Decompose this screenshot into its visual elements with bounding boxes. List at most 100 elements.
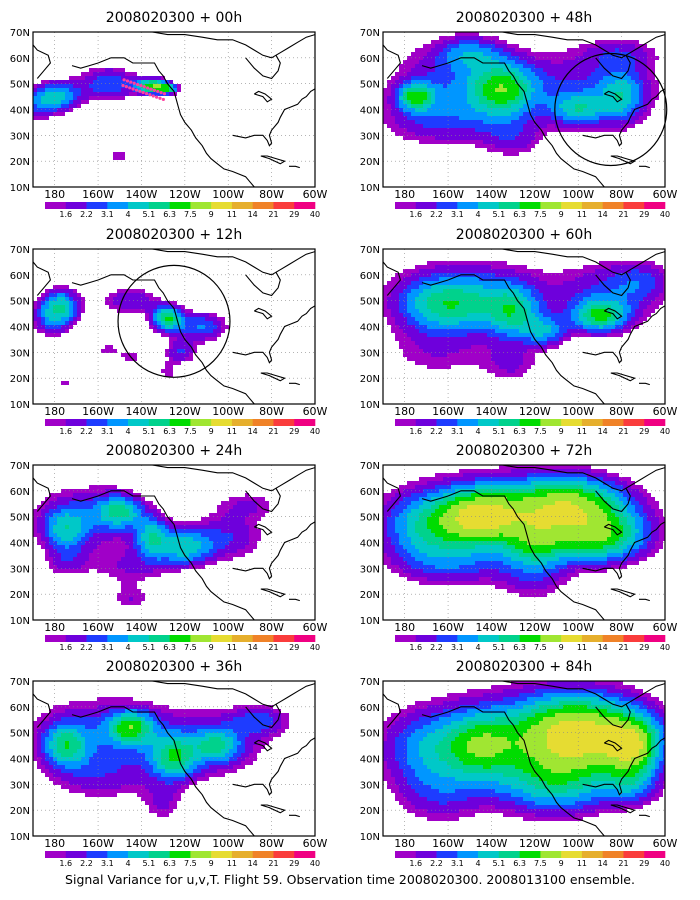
lat-tick-label: 30N	[10, 348, 30, 359]
colorbar-swatch	[602, 635, 624, 642]
map-panel-6: 2008020300 + 72h 70N 60N 50N 40N 30N 20N 10N 180…	[360, 443, 678, 652]
colorbar-swatch	[602, 851, 624, 858]
lon-tick-label: 60W	[653, 405, 678, 418]
colorbar-label: 4	[126, 210, 131, 219]
colorbar-label: 6.3	[163, 859, 176, 868]
colorbar-label: 6.3	[163, 643, 176, 652]
lat-tick-label: 40N	[360, 323, 380, 334]
colorbar: 1.6 2.2 3.1 4 5.1 6.3 7.5 9 11 14 21 29 40	[395, 419, 670, 436]
colorbar-swatch	[561, 635, 583, 642]
panel-title: 2008020300 + 60h	[456, 227, 592, 243]
lon-tick-label: 80W	[609, 837, 634, 850]
colorbar-label: 40	[310, 643, 320, 652]
lon-tick-label: 80W	[259, 837, 284, 850]
colorbar-swatch	[45, 202, 67, 209]
colorbar: 1.6 2.2 3.1 4 5.1 6.3 7.5 9 11 14 21 29 40	[395, 635, 670, 652]
colorbar-swatch	[540, 419, 562, 426]
colorbar-swatch	[581, 202, 603, 209]
colorbar-swatch	[644, 635, 666, 642]
colorbar-label: 4	[126, 859, 131, 868]
colorbar-label: 11	[227, 210, 237, 219]
coastlines	[383, 681, 665, 836]
colorbar-swatch	[623, 851, 645, 858]
lat-tick-label: 70N	[10, 461, 30, 472]
colorbar-label: 7.5	[184, 427, 197, 436]
colorbar-swatch	[65, 635, 87, 642]
colorbar-swatch	[45, 635, 67, 642]
lat-tick-label: 10N	[10, 400, 30, 411]
lon-tick-label: 80W	[609, 405, 634, 418]
lat-tick-label: 70N	[360, 245, 380, 256]
lon-tick-label: 100W	[562, 405, 594, 418]
colorbar-label: 5.1	[142, 643, 155, 652]
colorbar-label: 29	[289, 427, 299, 436]
lat-tick-label: 20N	[360, 374, 380, 385]
colorbar-swatch	[211, 202, 233, 209]
lon-tick-label: 180	[394, 405, 415, 418]
colorbar: 1.6 2.2 3.1 4 5.1 6.3 7.5 9 11 14 21 29 40	[395, 851, 670, 868]
lon-tick-label: 160W	[432, 621, 464, 634]
colorbar-label: 40	[310, 427, 320, 436]
lon-tick-label: 100W	[212, 405, 244, 418]
colorbar-label: 7.5	[184, 643, 197, 652]
colorbar-label: 3.1	[101, 643, 114, 652]
colorbar-swatch	[231, 202, 253, 209]
colorbar-swatch	[128, 851, 150, 858]
lat-tick-label: 40N	[10, 106, 30, 117]
colorbar-swatch	[478, 202, 500, 209]
colorbar-swatch	[86, 851, 108, 858]
lon-tick-label: 160W	[432, 837, 464, 850]
colorbar-label: 5.1	[142, 859, 155, 868]
colorbar-swatch	[45, 419, 67, 426]
colorbar-label: 14	[598, 859, 608, 868]
colorbar: 1.6 2.2 3.1 4 5.1 6.3 7.5 9 11 14 21 29 40	[45, 202, 320, 219]
colorbar-label: 40	[660, 210, 670, 219]
lat-tick-label: 10N	[10, 183, 30, 194]
panel-title: 2008020300 + 12h	[106, 227, 242, 243]
lon-tick-label: 60W	[303, 188, 328, 201]
lat-tick-label: 40N	[360, 755, 380, 766]
colorbar-swatch	[107, 635, 129, 642]
colorbar-label: 11	[577, 427, 587, 436]
colorbar-label: 2.2	[430, 210, 443, 219]
colorbar-label: 6.3	[513, 859, 526, 868]
lon-tick-label: 140W	[476, 188, 508, 201]
colorbar-label: 5.1	[492, 210, 505, 219]
lon-tick-label: 180	[44, 405, 65, 418]
lon-tick-label: 80W	[609, 188, 634, 201]
lat-tick-label: 50N	[10, 513, 30, 524]
colorbar-swatch	[294, 851, 316, 858]
lat-tick-label: 10N	[360, 400, 380, 411]
lat-tick-label: 10N	[360, 183, 380, 194]
colorbar-swatch	[644, 851, 666, 858]
lat-tick-label: 20N	[10, 157, 30, 168]
lat-tick-label: 70N	[10, 677, 30, 688]
lat-tick-label: 20N	[360, 590, 380, 601]
lat-tick-label: 60N	[10, 54, 30, 65]
panel-title: 2008020300 + 72h	[456, 443, 592, 459]
colorbar-swatch	[498, 635, 520, 642]
lon-tick-label: 140W	[126, 188, 158, 201]
colorbar-swatch	[561, 851, 583, 858]
figure-caption: Signal Variance for u,v,T. Flight 59. Ob…	[65, 872, 635, 887]
colorbar-label: 29	[639, 427, 649, 436]
lon-tick-label: 100W	[562, 188, 594, 201]
lat-tick-label: 50N	[10, 297, 30, 308]
coastlines	[33, 681, 315, 836]
lon-tick-label: 80W	[259, 188, 284, 201]
lon-tick-label: 180	[394, 621, 415, 634]
lat-tick-label: 40N	[10, 323, 30, 334]
colorbar-swatch	[540, 851, 562, 858]
lon-tick-label: 60W	[653, 837, 678, 850]
lon-tick-label: 120W	[519, 405, 551, 418]
lon-tick-label: 80W	[259, 405, 284, 418]
colorbar-swatch	[623, 202, 645, 209]
colorbar-label: 5.1	[142, 210, 155, 219]
colorbar-swatch	[128, 419, 150, 426]
colorbar-label: 14	[248, 210, 258, 219]
colorbar-label: 3.1	[451, 859, 464, 868]
colorbar-swatch	[457, 202, 479, 209]
lon-tick-label: 60W	[303, 621, 328, 634]
colorbar-swatch	[457, 635, 479, 642]
colorbar-swatch	[211, 419, 233, 426]
